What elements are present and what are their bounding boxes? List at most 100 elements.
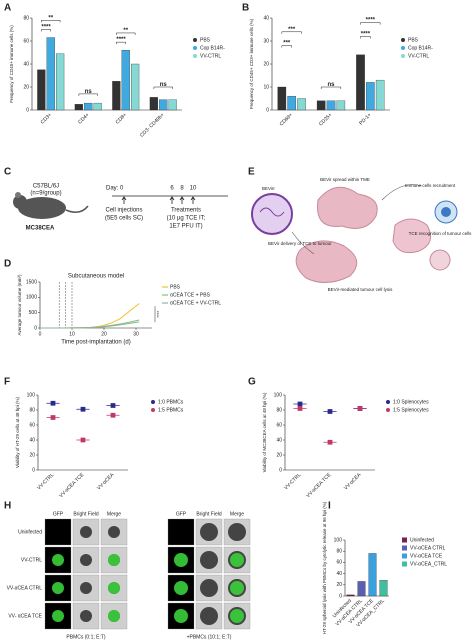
bar bbox=[316, 100, 326, 111]
y-tick-label: 80 bbox=[336, 549, 342, 555]
y-tick-label: 20 bbox=[29, 452, 35, 458]
row-label: VV-CTRL bbox=[21, 557, 42, 563]
injection-detail: (5E5 cells SC) bbox=[105, 216, 143, 222]
panel-label: B bbox=[242, 3, 249, 14]
bracket bbox=[360, 36, 371, 39]
legend-label: 1:5 PBMCs bbox=[158, 407, 184, 413]
strain: C57BL/6J bbox=[33, 184, 59, 190]
y-tick-label: 20 bbox=[336, 582, 342, 588]
annotation: **** bbox=[41, 25, 51, 31]
spheroid bbox=[200, 607, 218, 625]
micrograph bbox=[44, 518, 72, 546]
legend-label: 1:0 Splenocytes bbox=[393, 399, 429, 405]
tumour-cell bbox=[392, 218, 432, 254]
legend-label: 1:5 Splenocytes bbox=[393, 407, 429, 413]
micrograph bbox=[167, 518, 195, 546]
y-tick-label: 10 bbox=[263, 84, 269, 90]
bar bbox=[366, 82, 375, 111]
immune-nucleus bbox=[441, 207, 451, 217]
mean-marker bbox=[46, 400, 60, 406]
y-axis-label: Viability of HT-29 cells at 48 hpi (%) bbox=[15, 397, 20, 468]
bar bbox=[336, 100, 346, 111]
bracket bbox=[41, 20, 61, 23]
y-tick-label: 60 bbox=[336, 560, 342, 566]
legend-label: VV-αCEA TCE bbox=[410, 553, 443, 559]
y-tick-label: 0 bbox=[339, 593, 342, 599]
legend-label: VV-αCEA_CTRL bbox=[410, 561, 447, 567]
row-label: VV- αCEA TCE bbox=[8, 613, 42, 619]
bar bbox=[37, 69, 46, 111]
y-tick-label: 0 bbox=[266, 107, 269, 113]
bar bbox=[287, 96, 296, 111]
legend-label: Cop B14R- bbox=[200, 45, 225, 51]
arrow bbox=[381, 184, 423, 201]
spheroid bbox=[80, 554, 92, 566]
legend-label: VV-CTRL bbox=[200, 53, 221, 59]
x-tick-label: 10 bbox=[69, 331, 75, 337]
mean-marker bbox=[323, 409, 337, 414]
row-label: VV-αCEA CTRL bbox=[7, 585, 43, 591]
x-tick-label: 0 bbox=[39, 331, 42, 337]
x-tick-label: 20 bbox=[101, 331, 107, 337]
bar bbox=[379, 580, 388, 597]
e-text: BEVir delivery of TCE to tumour bbox=[268, 241, 332, 246]
gfp-signal bbox=[52, 554, 64, 566]
annotation: ns bbox=[85, 89, 93, 95]
spheroid bbox=[80, 610, 92, 622]
y-axis-label: Frequency of CD45+ immune cells (%) bbox=[9, 25, 14, 103]
y-tick-label: 0 bbox=[32, 467, 35, 473]
y-tick-label: 1000 bbox=[26, 295, 37, 301]
bar bbox=[56, 53, 65, 111]
tumour-cell bbox=[295, 240, 358, 283]
bar bbox=[93, 102, 102, 111]
y-tick-label: 60 bbox=[29, 422, 35, 428]
legend-label: Cop B14R- bbox=[408, 45, 433, 51]
gfp-signal bbox=[230, 609, 244, 623]
legend-label: Uninfected bbox=[410, 537, 434, 543]
bar bbox=[368, 553, 377, 597]
bracket bbox=[281, 45, 292, 48]
bracket bbox=[116, 41, 126, 45]
annotation: ** bbox=[48, 15, 53, 21]
bar bbox=[346, 594, 355, 597]
bracket bbox=[116, 32, 136, 35]
y-tick-label: 500 bbox=[29, 310, 38, 316]
y-axis-label: Average tumour volume (mm³) bbox=[17, 274, 22, 335]
day: 8 bbox=[180, 186, 184, 192]
x-tick-label: VV-αCEA TCE bbox=[305, 472, 333, 500]
mouse-ear bbox=[15, 192, 21, 198]
bracket bbox=[360, 22, 381, 25]
x-tick-label: VV-CTRL bbox=[36, 472, 55, 491]
panel-label: A bbox=[4, 3, 11, 14]
x-tick-label: CD69+ bbox=[279, 112, 294, 127]
virus bbox=[251, 193, 293, 235]
tumour-cell bbox=[317, 186, 378, 229]
y-axis-label: Frequency of CD45+ CD3+ immune cells (%) bbox=[249, 18, 254, 109]
legend-swatch bbox=[151, 400, 155, 404]
gfp-signal bbox=[108, 610, 120, 622]
bracket bbox=[41, 29, 51, 32]
annotation: **** bbox=[366, 18, 376, 24]
annotation: *** bbox=[288, 27, 296, 33]
bar bbox=[159, 99, 168, 111]
legend-swatch bbox=[386, 408, 390, 412]
legend-swatch bbox=[402, 537, 407, 543]
bar bbox=[356, 54, 365, 111]
bar bbox=[149, 97, 158, 111]
bar bbox=[375, 79, 385, 111]
tumour-cell bbox=[429, 249, 451, 271]
arrow bbox=[291, 231, 315, 255]
x-tick-label: PD-1+ bbox=[358, 112, 372, 126]
y-axis-label: Viability of MC38CEA cells at 48 hpi (%) bbox=[262, 392, 267, 472]
column-header: Merge bbox=[230, 511, 244, 517]
x-tick-label: CD3- CD49b+ bbox=[139, 112, 166, 139]
y-tick-label: 100 bbox=[334, 537, 343, 543]
legend-swatch bbox=[401, 46, 405, 50]
x-tick-label: CD3+ bbox=[40, 112, 53, 125]
x-tick-label: CD4+ bbox=[77, 112, 90, 125]
bar bbox=[131, 63, 140, 111]
day-zero: Day: 0 bbox=[106, 186, 124, 192]
y-tick-label: 80 bbox=[276, 407, 282, 413]
bar bbox=[326, 100, 336, 111]
